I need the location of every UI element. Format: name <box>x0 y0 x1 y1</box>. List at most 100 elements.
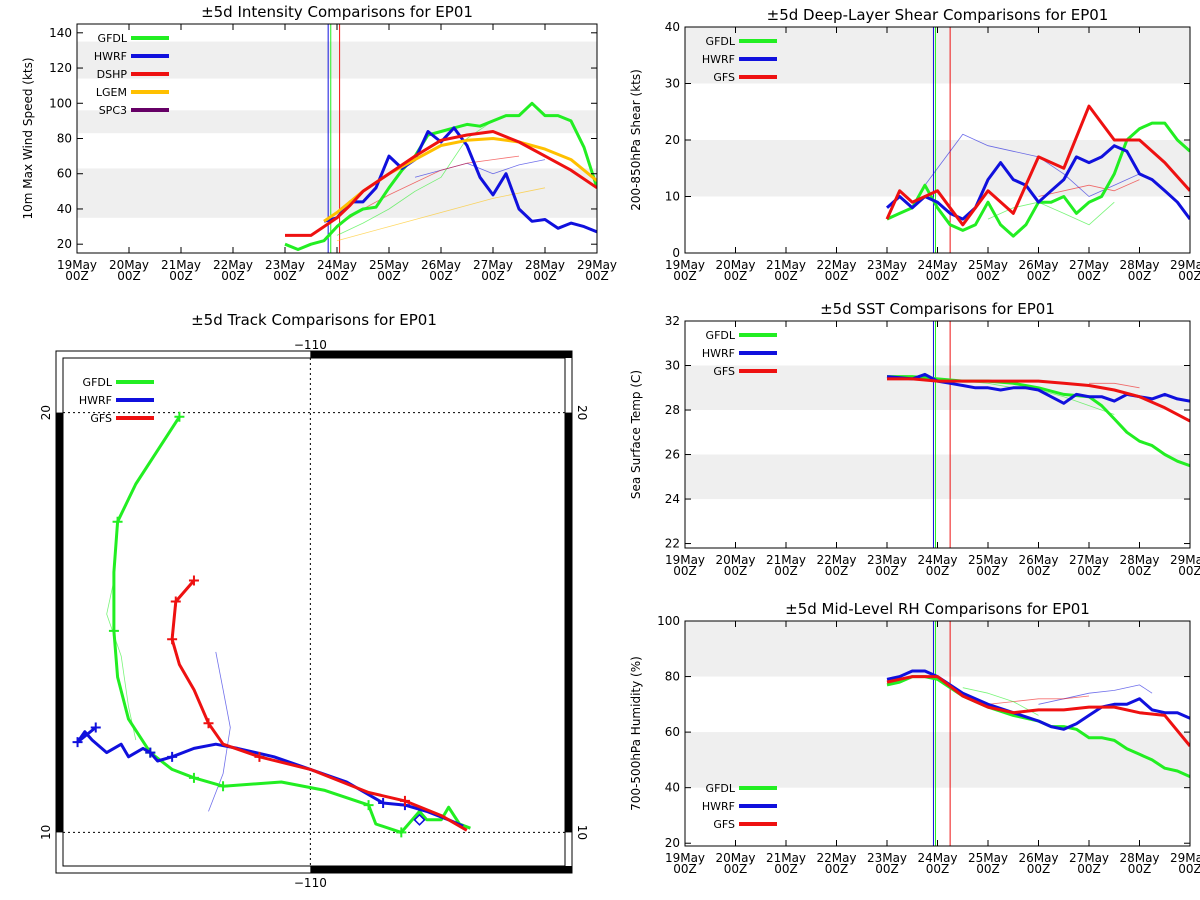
track-hwrf-3 <box>76 726 464 828</box>
track-hwrf-marker-2 <box>145 747 156 758</box>
intensity-xtick-label: 27May <box>473 258 513 272</box>
rh-xtick-label: 27May <box>1069 851 1109 865</box>
track-gfdl-marker-7 <box>174 411 185 422</box>
sst-xtick-label: 00Z <box>1128 564 1152 578</box>
sst-series-group <box>886 372 1190 468</box>
rh-series-gfdl-thin-2 <box>962 687 1039 716</box>
sst-xtick-label: 24May <box>917 553 957 567</box>
shear-ytick-label: 20 <box>665 133 680 147</box>
track-title: ±5d Track Comparisons for EP01 <box>191 311 437 329</box>
rh-xtick-label: 00Z <box>1077 862 1101 876</box>
rh-xtick-label: 29May <box>1170 851 1200 865</box>
intensity-series-dshp-7 <box>285 130 597 237</box>
sst-title: ±5d SST Comparisons for EP01 <box>820 300 1055 318</box>
track-gfs-marker-4 <box>254 751 265 762</box>
rh-xtick-label: 21May <box>766 851 806 865</box>
intensity-chart: 2040608010012014019May00Z20May00Z21May00… <box>21 3 617 283</box>
shear-legend-label-gfs: GFS <box>713 71 735 84</box>
rh-xtick-label: 00Z <box>724 862 748 876</box>
rh-ytick-label: 100 <box>657 614 680 628</box>
sst-ytick-label: 30 <box>665 359 680 373</box>
intensity-xtick-label: 00Z <box>221 269 245 283</box>
sst-xtick-label: 22May <box>816 553 856 567</box>
intensity-xtick-label: 26May <box>421 258 461 272</box>
track-border-band-top <box>310 351 572 358</box>
shear-series-gfs-5 <box>885 104 1190 227</box>
shear-xtick-label: 00Z <box>976 269 1000 283</box>
sst-legend-label-hwrf: HWRF <box>702 347 735 360</box>
sst-ytick-label: 28 <box>665 403 680 417</box>
sst-ytick-label: 26 <box>665 448 680 462</box>
intensity-legend-label-dshp: DSHP <box>97 68 128 81</box>
track-gfdl-2 <box>112 415 471 834</box>
track-outer-frame <box>55 350 573 874</box>
sst-xtick-label: 28May <box>1119 553 1159 567</box>
intensity-legend-label-gfdl: GFDL <box>98 32 128 45</box>
rh-title: ±5d Mid-Level RH Comparisons for EP01 <box>785 600 1090 618</box>
shear-legend-label-hwrf: HWRF <box>702 53 735 66</box>
shear-series-hwrf-4 <box>885 144 1190 221</box>
rh-xtick-label: 00Z <box>875 862 899 876</box>
intensity-xtick-label: 28May <box>525 258 565 272</box>
shear-ytick-label: 30 <box>665 77 680 91</box>
intensity-xtick-label: 00Z <box>117 269 141 283</box>
intensity-xtick-label: 19May <box>57 258 97 272</box>
shear-xtick-label: 23May <box>867 258 907 272</box>
track-lat-label-right-20: 20 <box>575 405 589 420</box>
rh-series-gfs-thin-1 <box>987 695 1090 705</box>
shear-xtick-label: 00Z <box>1128 269 1152 283</box>
shear-series-gfdl-thin-1 <box>987 201 1115 226</box>
rh-xtick-label: 00Z <box>976 862 1000 876</box>
intensity-xtick-label: 00Z <box>325 269 349 283</box>
track-chart: ±5d Track Comparisons for EP01 −110 −110 20… <box>39 311 589 890</box>
intensity-xtick-label: 00Z <box>377 269 401 283</box>
track-gfs-marker-1 <box>170 596 181 607</box>
intensity-xtick-label: 00Z <box>481 269 505 283</box>
track-gfdl-marker-4 <box>218 781 229 792</box>
sst-frame <box>684 320 1191 549</box>
track-gfdl-marker-5 <box>363 800 374 811</box>
sst-xtick-label: 25May <box>968 553 1008 567</box>
sst-xtick-label: 00Z <box>875 564 899 578</box>
shear-xtick-label: 27May <box>1069 258 1109 272</box>
track-gfdl-marker-3 <box>188 772 199 783</box>
track-gfdl-marker-0 <box>112 516 123 527</box>
shear-xtick-label: 00Z <box>1178 269 1200 283</box>
track-lon-label-top: −110 <box>294 338 327 352</box>
intensity-ylabel: 10m Max Wind Speed (kts) <box>21 57 35 219</box>
track-border-band-left <box>56 412 63 833</box>
sst-xtick-label: 23May <box>867 553 907 567</box>
rh-xtick-label: 00Z <box>673 862 697 876</box>
shear-series-group <box>885 104 1190 238</box>
sst-legend-label-gfdl: GFDL <box>706 329 736 342</box>
intensity-series-gfdl-4 <box>284 101 597 251</box>
rh-ytick-label: 60 <box>665 725 680 739</box>
intensity-ytick-label: 40 <box>57 202 72 216</box>
track-lat-label-left-10: 10 <box>39 825 53 840</box>
shear-chart: 01020304019May00Z20May00Z21May00Z22May00… <box>629 6 1200 283</box>
track-gfs-marker-2 <box>167 634 178 645</box>
rh-series-group <box>886 669 1190 778</box>
track-lat-label-right-10: 10 <box>575 825 589 840</box>
intensity-series-hwrf-thin-1 <box>414 159 546 178</box>
intensity-series-gfdl-thin-0 <box>336 120 494 236</box>
shear-xtick-label: 00Z <box>926 269 950 283</box>
track-hwrf-marker-4 <box>378 798 389 809</box>
intensity-band-1 <box>77 110 597 134</box>
rh-xtick-label: 00Z <box>1128 862 1152 876</box>
intensity-xtick-label: 20May <box>109 258 149 272</box>
shear-xtick-label: 29May <box>1170 258 1200 272</box>
rh-xtick-label: 00Z <box>1027 862 1051 876</box>
rh-xtick-label: 00Z <box>825 862 849 876</box>
intensity-series-dshp-thin-2 <box>336 155 520 227</box>
track-gfs-4 <box>170 579 468 832</box>
track-border-band-right <box>565 412 572 833</box>
shear-legend-label-gfdl: GFDL <box>706 35 736 48</box>
shear-ylabel: 200-850hPa Shear (kts) <box>629 69 643 211</box>
track-legend-label-gfdl: GFDL <box>83 376 113 389</box>
rh-xtick-label: 26May <box>1018 851 1058 865</box>
shear-xtick-label: 28May <box>1119 258 1159 272</box>
rh-series-gfs-5 <box>886 675 1190 747</box>
intensity-xtick-label: 22May <box>213 258 253 272</box>
